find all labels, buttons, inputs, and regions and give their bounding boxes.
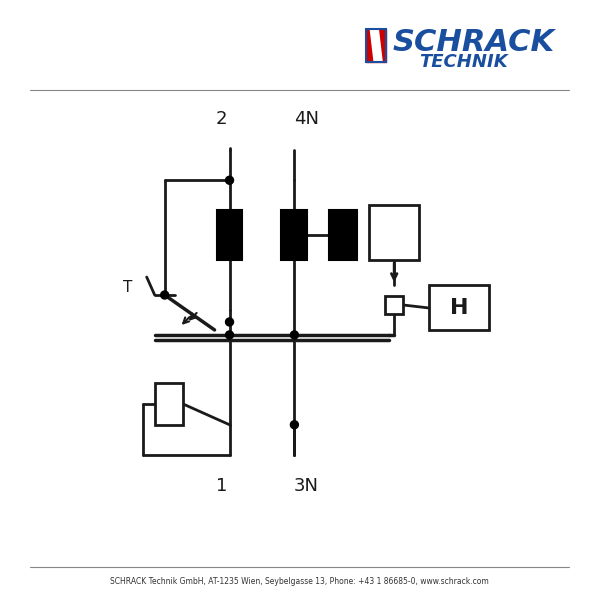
Text: 3N: 3N	[294, 476, 319, 494]
Text: SCHRACK: SCHRACK	[392, 28, 554, 57]
Text: SCHRACK Technik GmbH, AT-1235 Wien, Seybelgasse 13, Phone: +43 1 86685-0, www.sc: SCHRACK Technik GmbH, AT-1235 Wien, Seyb…	[110, 577, 489, 586]
Polygon shape	[370, 29, 382, 62]
Circle shape	[290, 421, 298, 429]
Circle shape	[290, 331, 298, 339]
Circle shape	[226, 331, 233, 339]
Text: TECHNIK: TECHNIK	[419, 53, 508, 71]
Bar	[155, 383, 182, 425]
Bar	[281, 210, 307, 260]
Circle shape	[226, 176, 233, 184]
Bar	[369, 205, 419, 260]
Text: H: H	[450, 298, 469, 318]
Circle shape	[161, 291, 169, 299]
Bar	[217, 210, 242, 260]
Text: 4N: 4N	[294, 110, 319, 128]
Circle shape	[226, 318, 233, 326]
Polygon shape	[366, 29, 386, 62]
Text: 1: 1	[216, 476, 227, 494]
Text: T: T	[124, 280, 133, 295]
Text: 2: 2	[216, 110, 227, 128]
Bar	[385, 296, 403, 314]
Bar	[429, 285, 489, 330]
Bar	[329, 210, 357, 260]
